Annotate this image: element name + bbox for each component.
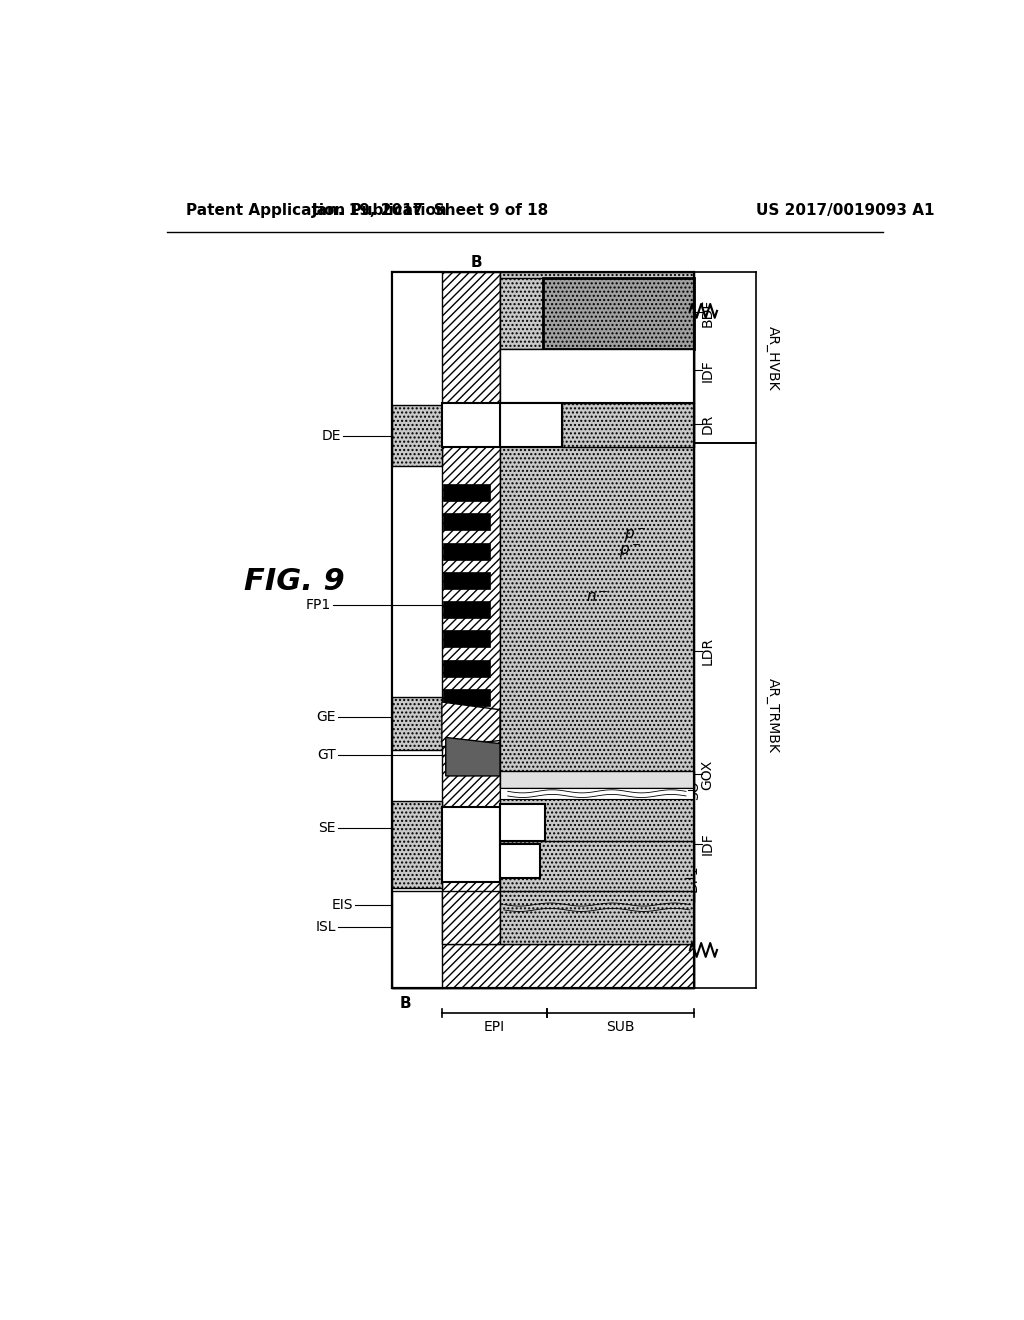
Bar xyxy=(391,944,693,989)
Text: $n^+$: $n^+$ xyxy=(513,814,531,830)
Bar xyxy=(500,272,693,989)
Bar xyxy=(443,484,489,502)
Bar xyxy=(391,272,442,989)
Text: IDF: IDF xyxy=(700,359,715,381)
Text: FP1: FP1 xyxy=(306,598,331,612)
Bar xyxy=(500,788,693,799)
Bar xyxy=(391,891,442,989)
Bar xyxy=(391,801,442,887)
Text: $n^-$: $n^-$ xyxy=(512,308,530,319)
Text: $n^-$: $n^-$ xyxy=(588,911,606,924)
Text: GE: GE xyxy=(316,710,336,723)
Text: AR_TRMBK: AR_TRMBK xyxy=(766,678,780,754)
Text: SE: SE xyxy=(318,821,336,836)
Text: $n^-$: $n^-$ xyxy=(586,590,608,605)
Text: ISL: ISL xyxy=(315,920,336,933)
Bar xyxy=(391,697,442,750)
Bar xyxy=(443,572,489,589)
Text: US 2017/0019093 A1: US 2017/0019093 A1 xyxy=(756,203,934,218)
Text: B: B xyxy=(399,997,412,1011)
Bar xyxy=(442,404,500,447)
Bar xyxy=(442,272,500,989)
Text: SO: SO xyxy=(687,780,700,800)
Bar xyxy=(443,601,489,618)
Bar xyxy=(391,272,693,989)
Bar xyxy=(443,631,489,647)
Bar xyxy=(543,277,693,350)
Bar xyxy=(500,804,545,841)
Text: $p^+$: $p^+$ xyxy=(511,853,529,871)
Bar xyxy=(500,350,693,404)
Text: p: p xyxy=(592,863,602,879)
Text: $n^+$: $n^+$ xyxy=(608,305,629,322)
Text: $n^+$: $n^+$ xyxy=(521,417,541,433)
Bar xyxy=(500,771,693,788)
Text: LDR: LDR xyxy=(700,638,715,665)
Text: $n^-$: $n^-$ xyxy=(462,911,480,924)
Bar xyxy=(562,404,693,447)
Text: $p^-$: $p^-$ xyxy=(625,527,647,544)
Bar xyxy=(443,543,489,560)
Bar xyxy=(500,841,693,903)
Bar xyxy=(500,404,562,447)
Text: EPI: EPI xyxy=(483,1020,505,1034)
Text: Jan. 19, 2017  Sheet 9 of 18: Jan. 19, 2017 Sheet 9 of 18 xyxy=(311,203,549,218)
Text: BDF: BDF xyxy=(700,298,715,326)
Text: FIG. 9: FIG. 9 xyxy=(245,568,345,597)
Text: IDF: IDF xyxy=(700,833,715,855)
Text: SUB: SUB xyxy=(606,1020,635,1034)
Polygon shape xyxy=(445,738,500,776)
Text: B: B xyxy=(471,255,482,269)
Polygon shape xyxy=(442,702,500,747)
Bar xyxy=(391,405,442,466)
Text: DE: DE xyxy=(322,429,341,442)
Text: DF1: DF1 xyxy=(685,865,699,892)
Bar xyxy=(443,689,489,706)
Bar xyxy=(500,277,543,350)
Bar xyxy=(442,807,500,882)
Bar xyxy=(443,513,489,531)
Text: AR_HVBK: AR_HVBK xyxy=(766,326,780,391)
Bar xyxy=(500,845,541,878)
Bar xyxy=(442,891,500,944)
Text: DR: DR xyxy=(700,414,715,434)
Text: GT: GT xyxy=(317,748,336,762)
Bar xyxy=(443,660,489,677)
Bar xyxy=(391,272,442,989)
Bar xyxy=(500,404,693,447)
Text: Patent Application Publication: Patent Application Publication xyxy=(186,203,446,218)
Text: p: p xyxy=(592,368,602,384)
Bar xyxy=(500,891,693,944)
Text: EIS: EIS xyxy=(331,899,352,912)
Text: GOX: GOX xyxy=(700,759,715,789)
Text: $p^-$: $p^-$ xyxy=(620,543,641,560)
